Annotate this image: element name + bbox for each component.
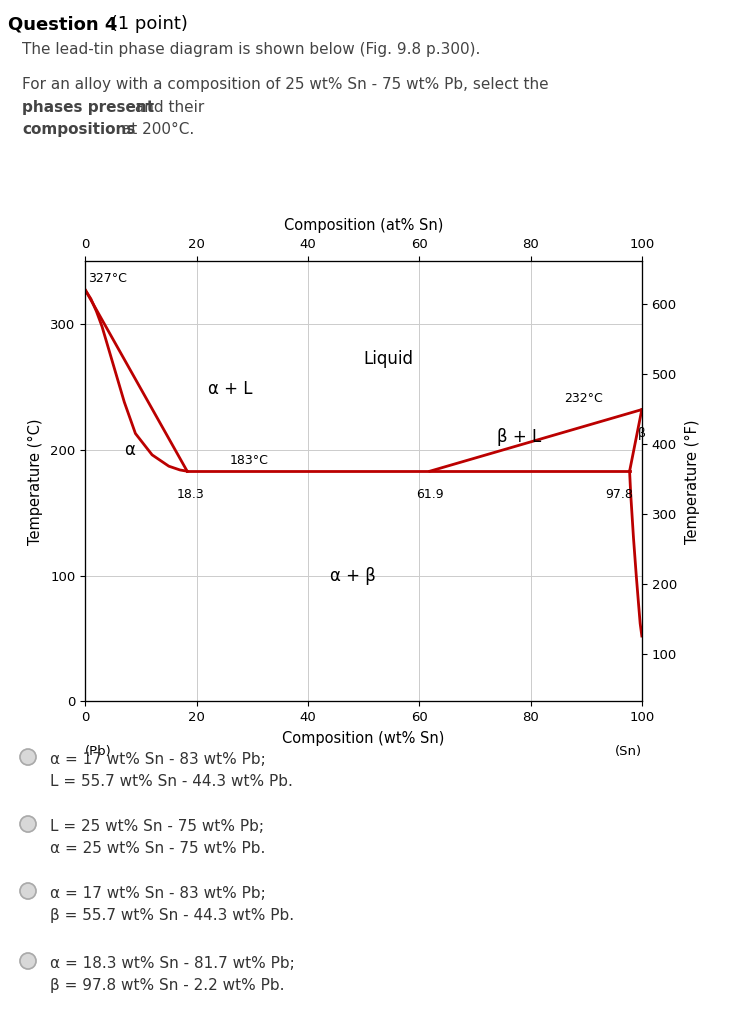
Text: L = 25 wt% Sn - 75 wt% Pb;: L = 25 wt% Sn - 75 wt% Pb;: [50, 819, 264, 834]
Text: Question 4: Question 4: [8, 15, 117, 33]
Circle shape: [20, 953, 36, 969]
Text: 327°C: 327°C: [88, 272, 127, 285]
Text: α: α: [125, 440, 135, 459]
Text: (Pb): (Pb): [85, 745, 112, 759]
Y-axis label: Temperature (°C): Temperature (°C): [28, 418, 44, 545]
Text: (1 point): (1 point): [105, 15, 188, 33]
Text: β = 55.7 wt% Sn - 44.3 wt% Pb.: β = 55.7 wt% Sn - 44.3 wt% Pb.: [50, 908, 294, 923]
Text: β + L: β + L: [497, 428, 542, 446]
Text: 232°C: 232°C: [564, 391, 603, 404]
Text: For an alloy with a composition of 25 wt% Sn - 75 wt% Pb, select the: For an alloy with a composition of 25 wt…: [22, 77, 554, 92]
Text: α + L: α + L: [208, 381, 252, 398]
Text: The lead-tin phase diagram is shown below (Fig. 9.8 p.300).: The lead-tin phase diagram is shown belo…: [22, 42, 480, 57]
Text: α + β: α + β: [330, 566, 376, 585]
Text: β = 97.8 wt% Sn - 2.2 wt% Pb.: β = 97.8 wt% Sn - 2.2 wt% Pb.: [50, 978, 284, 993]
Text: α = 18.3 wt% Sn - 81.7 wt% Pb;: α = 18.3 wt% Sn - 81.7 wt% Pb;: [50, 956, 295, 971]
Text: 18.3: 18.3: [177, 487, 205, 501]
Circle shape: [20, 816, 36, 833]
Text: (Sn): (Sn): [614, 745, 642, 759]
Text: at 200°C.: at 200°C.: [117, 122, 194, 137]
Text: and their: and their: [130, 100, 204, 115]
X-axis label: Composition (at% Sn): Composition (at% Sn): [284, 218, 443, 233]
Text: 183°C: 183°C: [230, 455, 269, 467]
Circle shape: [20, 883, 36, 899]
Text: α = 17 wt% Sn - 83 wt% Pb;: α = 17 wt% Sn - 83 wt% Pb;: [50, 886, 266, 901]
Text: β: β: [637, 427, 646, 440]
Y-axis label: Temperature (°F): Temperature (°F): [685, 419, 700, 544]
Text: L = 55.7 wt% Sn - 44.3 wt% Pb.: L = 55.7 wt% Sn - 44.3 wt% Pb.: [50, 774, 293, 790]
Text: 61.9: 61.9: [416, 487, 444, 501]
X-axis label: Composition (wt% Sn): Composition (wt% Sn): [283, 731, 444, 746]
Text: α = 17 wt% Sn - 83 wt% Pb;: α = 17 wt% Sn - 83 wt% Pb;: [50, 752, 266, 767]
Text: phases present: phases present: [22, 100, 154, 115]
Text: Liquid: Liquid: [364, 350, 413, 369]
Text: α = 25 wt% Sn - 75 wt% Pb.: α = 25 wt% Sn - 75 wt% Pb.: [50, 841, 266, 856]
Text: compositions: compositions: [22, 122, 135, 137]
Circle shape: [20, 749, 36, 765]
Text: 97.8: 97.8: [605, 487, 634, 501]
